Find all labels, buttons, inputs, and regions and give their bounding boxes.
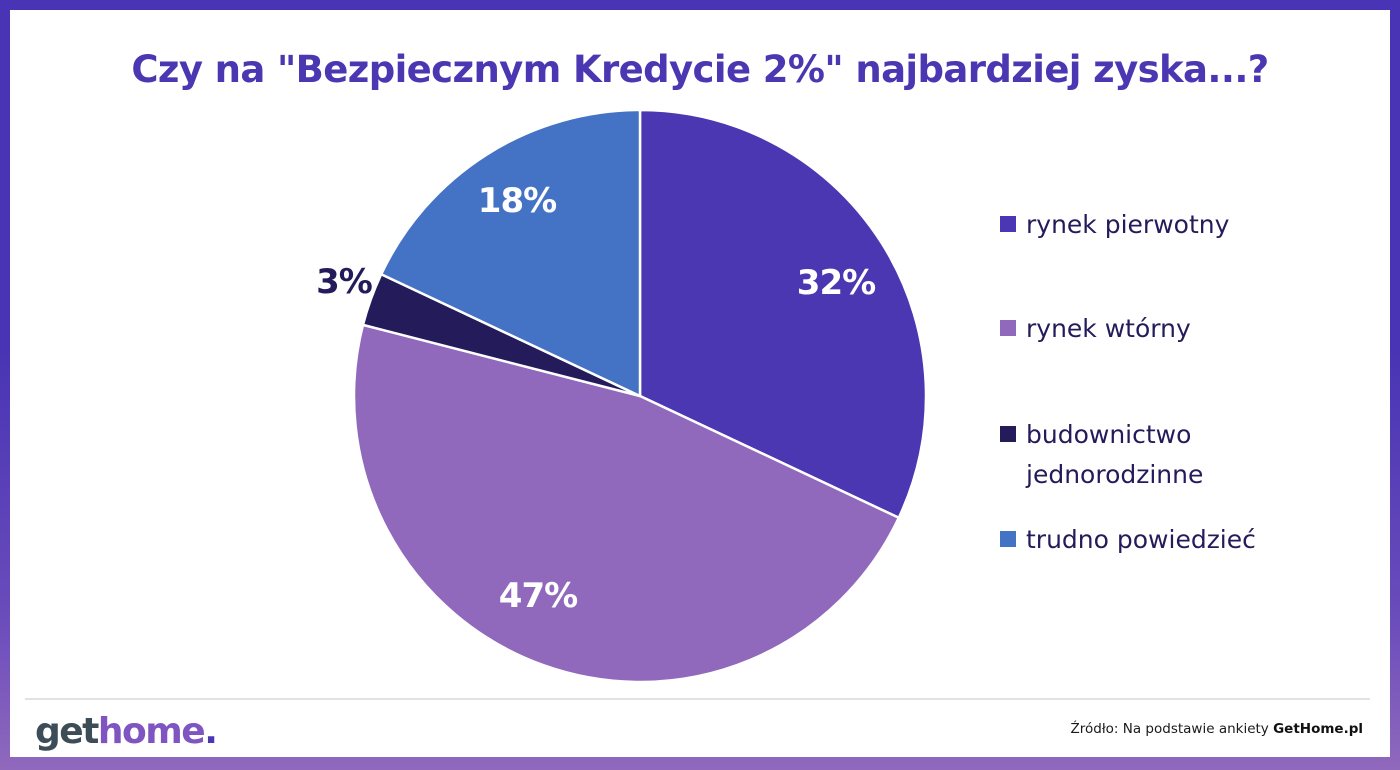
source-prefix: Źródło: Na podstawie ankiety [1070, 721, 1274, 737]
pie-label-rynek-pierwotny: 32% [796, 263, 876, 303]
legend-item-rynek-pierwotny: rynek pierwotny [1000, 205, 1296, 245]
chart-card: Czy na "Bezpiecznym Kredycie 2%" najbard… [10, 10, 1390, 757]
legend-swatch-icon [1000, 320, 1016, 336]
pie-chart: 32% 47% 3% 18% [316, 110, 926, 682]
legend-label: rynek pierwotny [1026, 210, 1230, 239]
pie-slice-trudno-powiedziec [379, 110, 642, 398]
pie-label-budownictwo: 3% [316, 262, 373, 302]
pie-label-trudno-powiedziec: 18% [477, 181, 557, 221]
logo-part-dot: . [204, 711, 218, 752]
legend-swatch-icon [1000, 426, 1016, 442]
pie-slice-rynek-pierwotny [638, 110, 926, 520]
logo-part-get: get [35, 711, 99, 752]
logo-part-home: home [97, 711, 206, 752]
legend-swatch-icon [1000, 531, 1016, 547]
pie-label-rynek-wtorny: 47% [498, 576, 578, 616]
legend-label: rynek wtórny [1026, 314, 1191, 343]
footer-divider [25, 698, 1370, 700]
pie-slice-rynek-wtorny [354, 323, 901, 682]
legend-item-trudno-powiedziec: trudno powiedzieć [1000, 520, 1296, 560]
legend-label: budownictwo jednorodzinne [1026, 420, 1204, 489]
chart-title: Czy na "Bezpiecznym Kredycie 2%" najbard… [131, 48, 1269, 91]
legend-swatch-icon [1000, 216, 1016, 232]
legend-item-rynek-wtorny: rynek wtórny [1000, 309, 1296, 349]
source-note: Źródło: Na podstawie ankiety GetHome.pl [1071, 721, 1364, 737]
pie-chart-svg [354, 110, 926, 682]
legend-item-budownictwo: budownictwo jednorodzinne [1000, 415, 1226, 495]
gethome-logo: gethome. [35, 711, 218, 752]
legend-label: trudno powiedzieć [1026, 525, 1256, 554]
source-brand: GetHome.pl [1273, 721, 1363, 737]
